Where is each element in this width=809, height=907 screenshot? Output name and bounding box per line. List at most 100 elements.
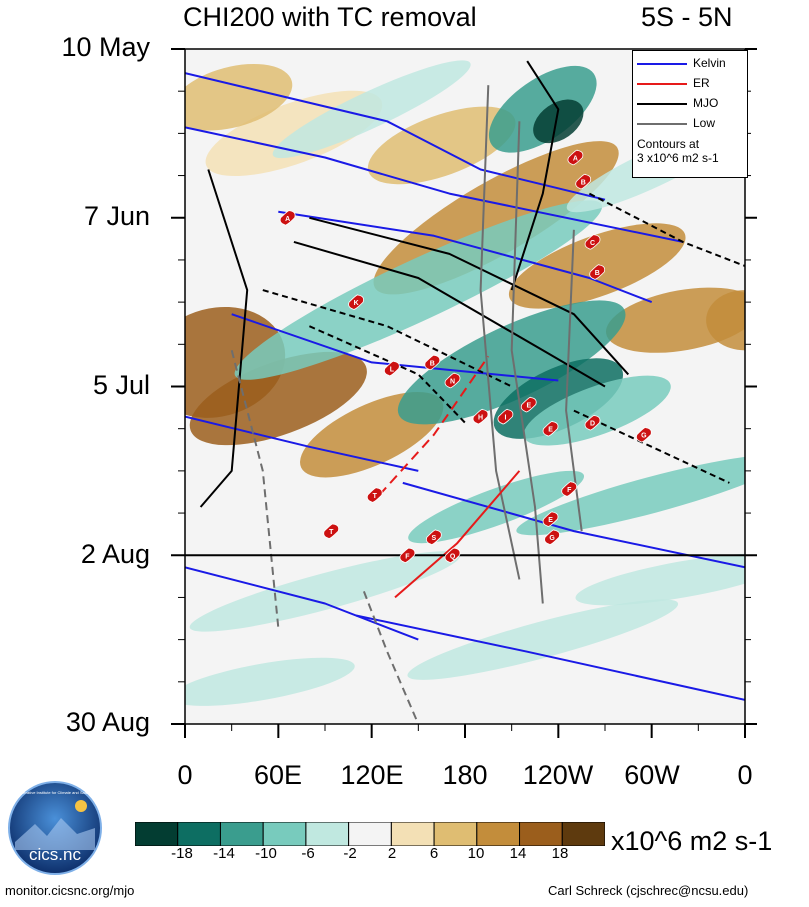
contour-line: [565, 229, 583, 532]
logo-text: cics.nc: [29, 845, 81, 864]
cyclone-label: B: [595, 270, 600, 277]
cyclone-marker: F: [561, 481, 578, 497]
contour-line: [185, 415, 419, 472]
cyclone-symbol: [575, 173, 592, 190]
cyclone-marker: E: [542, 511, 559, 527]
contour-line: [362, 591, 420, 724]
contour-line: [185, 72, 606, 201]
colorbar-label: -2: [343, 845, 357, 862]
x-tick-label: 120W: [522, 760, 594, 790]
cyclone-marker: B: [589, 264, 606, 280]
x-tick-label: 60W: [624, 760, 680, 790]
shading-blob: [516, 454, 745, 536]
cyclone-marker: S: [425, 529, 442, 545]
cyclone-marker: G: [635, 426, 652, 443]
logo-ring-text: Cooperative Institute for Climate and Sa…: [14, 790, 96, 795]
legend-contour-note: Contours at 3 x10^6 m2 s-1: [637, 137, 719, 165]
contour-line: [355, 614, 745, 701]
cyclone-symbol: [520, 396, 537, 413]
contour-line: [230, 350, 280, 628]
colorbar-swatch: [177, 822, 221, 846]
y-tick-label: 10 May: [61, 32, 150, 62]
cyclone-marker: A: [279, 210, 296, 226]
shading-blob: [533, 99, 584, 144]
colorbar-swatch: [561, 822, 605, 846]
cyclone-symbol: [424, 354, 441, 371]
cyclone-label: H: [478, 415, 483, 422]
shading-blob: [234, 200, 603, 380]
legend-entry-er: ER: [633, 75, 747, 92]
x-tick-label: 0: [737, 760, 753, 790]
cyclone-marker: N: [444, 372, 461, 389]
cyclone-symbol: [366, 487, 383, 503]
cyclone-symbol: [542, 420, 559, 437]
cyclone-label: B: [430, 360, 435, 367]
legend-label: ER: [693, 76, 710, 90]
contour-line: [185, 126, 684, 243]
cyclone-label: G: [641, 433, 647, 440]
shading-blob: [706, 290, 745, 351]
cyclone-symbol: [544, 529, 560, 545]
colorbar-swatch: [305, 822, 350, 846]
shading-blob: [523, 375, 671, 446]
legend-label: MJO: [693, 96, 719, 110]
colorbar-swatch: [135, 822, 179, 846]
colorbar-swatch: [219, 822, 264, 846]
cyclone-symbol: [348, 294, 364, 310]
y-tick-label: 7 Jun: [83, 201, 150, 231]
cyclone-marker: T: [323, 523, 340, 539]
cyclone-symbol: [635, 426, 652, 443]
cyclone-symbol: [444, 372, 461, 389]
hovmoller-plot: A A B C B K L B N H I E E D G T F T E S G F Q: [171, 48, 757, 738]
cyclone-marker: E: [520, 396, 537, 413]
logo-ring: [8, 781, 102, 875]
cyclone-marker: C: [584, 234, 601, 250]
shading-blob: [408, 470, 585, 544]
cyclone-marker: K: [348, 294, 364, 310]
y-tick-label: 30 Aug: [65, 707, 150, 737]
footer-left: monitor.cicsnc.org/mjo: [5, 883, 135, 898]
cyclone-label: C: [590, 240, 595, 247]
legend-label: Kelvin: [693, 56, 726, 70]
shading-blob: [367, 106, 516, 185]
legend-swatch: [637, 103, 687, 105]
legend-swatch: [637, 123, 687, 125]
colorbar-label: -10: [255, 845, 277, 862]
legend: Kelvin ER MJO Low Contours at 3 x10^6 m2…: [632, 50, 748, 178]
cyclone-symbol: [399, 547, 416, 563]
shading-blob: [189, 551, 461, 632]
cyclone-label: A: [285, 216, 290, 223]
shading-blob: [185, 657, 355, 706]
colorbar: [135, 822, 605, 846]
contour-line: [231, 313, 559, 382]
cyclone-marker: D: [584, 414, 601, 431]
colorbar-swatch: [476, 822, 521, 846]
cyclone-symbol: [425, 529, 442, 545]
cyclone-symbol: [323, 523, 340, 539]
cyclone-label: D: [590, 421, 595, 428]
cyclone-label: L: [390, 366, 395, 373]
contour-line: [510, 60, 560, 291]
contour-line: [573, 409, 730, 484]
cyclone-symbol: [542, 511, 559, 527]
legend-note-line: Contours at: [637, 137, 700, 151]
colorbar-label: -6: [301, 845, 315, 862]
shading-blob: [189, 351, 367, 446]
cyclone-marker: B: [424, 354, 441, 371]
cyclone-symbol: [279, 210, 296, 226]
shading-blob: [407, 599, 679, 680]
legend-swatch: [637, 63, 687, 65]
x-tick-label: 60E: [253, 760, 303, 790]
legend-swatch: [637, 83, 687, 85]
legend-label: Low: [693, 116, 716, 130]
chart-title: CHI200 with TC removal: [183, 2, 477, 32]
contour-line: [293, 240, 606, 388]
cyclone-label: N: [450, 378, 455, 385]
cyclone-marker: I: [497, 408, 514, 425]
cyclone-label: E: [548, 517, 553, 524]
filtered-contours: [185, 60, 745, 724]
cyclone-marker: B: [575, 173, 592, 190]
cyclone-symbol: [472, 408, 489, 425]
colorbar-units: x10^6 m2 s-1: [611, 826, 773, 856]
legend-entry-low: Low: [633, 115, 747, 132]
